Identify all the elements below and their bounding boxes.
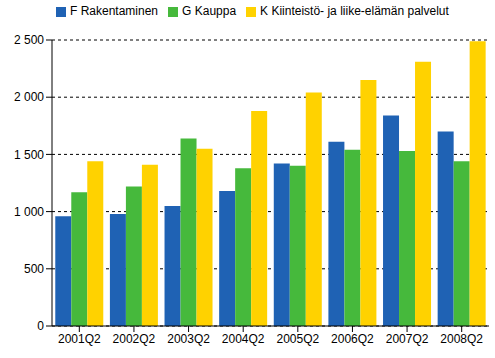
svg-text:2006Q2: 2006Q2 <box>331 332 374 346</box>
html-text:K Kiinteistö- ja liike-elämän: K Kiinteistö- ja liike-elämän palvelut <box>260 4 449 18</box>
svg-text:500: 500 <box>24 262 44 276</box>
svg-text:1 000: 1 000 <box>14 205 44 219</box>
svg-text:2003Q2: 2003Q2 <box>167 332 210 346</box>
svg-text:1 500: 1 500 <box>14 148 44 162</box>
html-text:F Rakentaminen: F Rakentaminen <box>70 4 158 18</box>
svg-text:2 500: 2 500 <box>14 33 44 47</box>
svg-text:2002Q2: 2002Q2 <box>113 332 156 346</box>
svg-text:2008Q2: 2008Q2 <box>440 332 483 346</box>
html-text:G Kauppa: G Kauppa <box>182 4 237 18</box>
svg-text:2005Q2: 2005Q2 <box>276 332 319 346</box>
svg-text:2 000: 2 000 <box>14 90 44 104</box>
svg-text:2001Q2: 2001Q2 <box>58 332 101 346</box>
svg-text:0: 0 <box>37 319 44 333</box>
svg-text:2004Q2: 2004Q2 <box>222 332 265 346</box>
svg-text:2007Q2: 2007Q2 <box>386 332 429 346</box>
